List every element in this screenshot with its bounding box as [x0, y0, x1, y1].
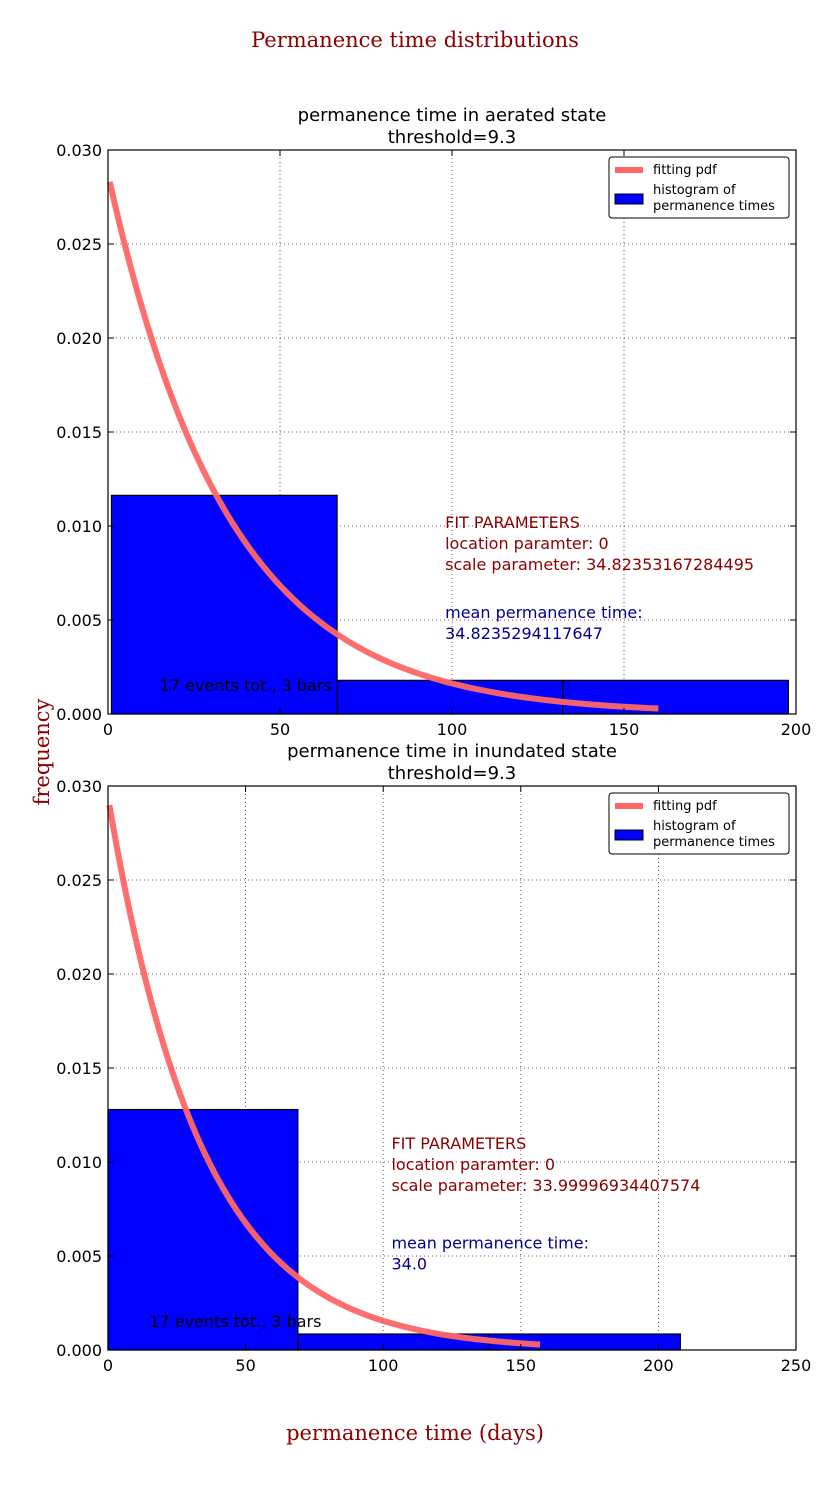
panel-subtitle: threshold=9.3 — [388, 127, 516, 148]
y-tick-label: 0.025 — [56, 235, 102, 254]
panel-title: permanence time in inundated state — [287, 741, 617, 762]
y-tick-label: 0.030 — [56, 777, 102, 796]
panel-subtitle: threshold=9.3 — [388, 763, 516, 784]
x-tick-label: 150 — [506, 1356, 537, 1375]
histogram-bar — [562, 679, 790, 715]
y-tick-label: 0.005 — [56, 1247, 102, 1266]
legend-hist-label-line: histogram of — [653, 183, 736, 198]
mean-label: mean permanence time: — [445, 603, 643, 622]
y-tick-label: 0.005 — [56, 611, 102, 630]
fit-header: FIT PARAMETERS — [391, 1134, 526, 1153]
legend-hist-label-line: histogram of — [653, 819, 736, 834]
x-tick-label: 0 — [103, 1356, 113, 1375]
fit-location: location paramter: 0 — [445, 534, 609, 553]
y-tick-label: 0.015 — [56, 1059, 102, 1078]
y-tick-label: 0.020 — [56, 329, 102, 348]
legend-pdf-label: fitting pdf — [653, 163, 717, 178]
pdf-curve — [106, 181, 659, 712]
events-annotation: 17 events tot., 3 bars — [149, 1312, 321, 1331]
fit-scale: scale parameter: 33.99996934407574 — [391, 1176, 700, 1195]
events-annotation: 17 events tot., 3 bars — [160, 676, 332, 695]
x-tick-label: 100 — [437, 720, 468, 739]
legend-box — [608, 156, 790, 219]
legend-hist-swatch — [614, 829, 644, 841]
fit-scale: scale parameter: 34.82353167284495 — [445, 555, 754, 574]
aerated-panel: permanence time in aerated statethreshol… — [56, 105, 811, 739]
y-tick-label: 0.015 — [56, 423, 102, 442]
pdf-curve — [106, 804, 541, 1348]
y-tick-label: 0.025 — [56, 871, 102, 890]
y-tick-label: 0.010 — [56, 1153, 102, 1172]
mean-value: 34.8235294117647 — [445, 624, 603, 643]
legend-hist-label: histogram of permanence times — [653, 183, 775, 214]
x-tick-label: 50 — [235, 1356, 255, 1375]
x-tick-label: 100 — [368, 1356, 399, 1375]
x-tick-label: 200 — [643, 1356, 674, 1375]
legend-hist-label-line: permanence times — [653, 199, 775, 214]
legend-pdf-label: fitting pdf — [653, 799, 717, 814]
inundated-panel: permanence time in inundated statethresh… — [56, 741, 811, 1375]
y-axis-label: frequency — [30, 698, 54, 805]
panel-title: permanence time in aerated state — [298, 105, 607, 126]
x-tick-label: 50 — [270, 720, 290, 739]
legend-hist-label-line: permanence times — [653, 835, 775, 850]
fit-location: location paramter: 0 — [391, 1155, 555, 1174]
x-tick-label: 250 — [781, 1356, 812, 1375]
x-axis-label: permanence time (days) — [286, 1421, 544, 1445]
mean-value: 34.0 — [391, 1254, 427, 1273]
y-tick-label: 0.010 — [56, 517, 102, 536]
x-tick-label: 150 — [609, 720, 640, 739]
y-tick-label: 0.000 — [56, 705, 102, 724]
y-tick-label: 0.030 — [56, 141, 102, 160]
figure-title: Permanence time distributions — [251, 28, 579, 52]
y-tick-label: 0.020 — [56, 965, 102, 984]
legend-box — [608, 792, 790, 855]
x-tick-label: 0 — [103, 720, 113, 739]
legend-hist-swatch — [614, 193, 644, 205]
y-tick-label: 0.000 — [56, 1341, 102, 1360]
legend-hist-label: histogram of permanence times — [653, 819, 775, 850]
mean-label: mean permanence time: — [391, 1233, 589, 1252]
fit-header: FIT PARAMETERS — [445, 513, 580, 532]
x-tick-label: 200 — [781, 720, 812, 739]
